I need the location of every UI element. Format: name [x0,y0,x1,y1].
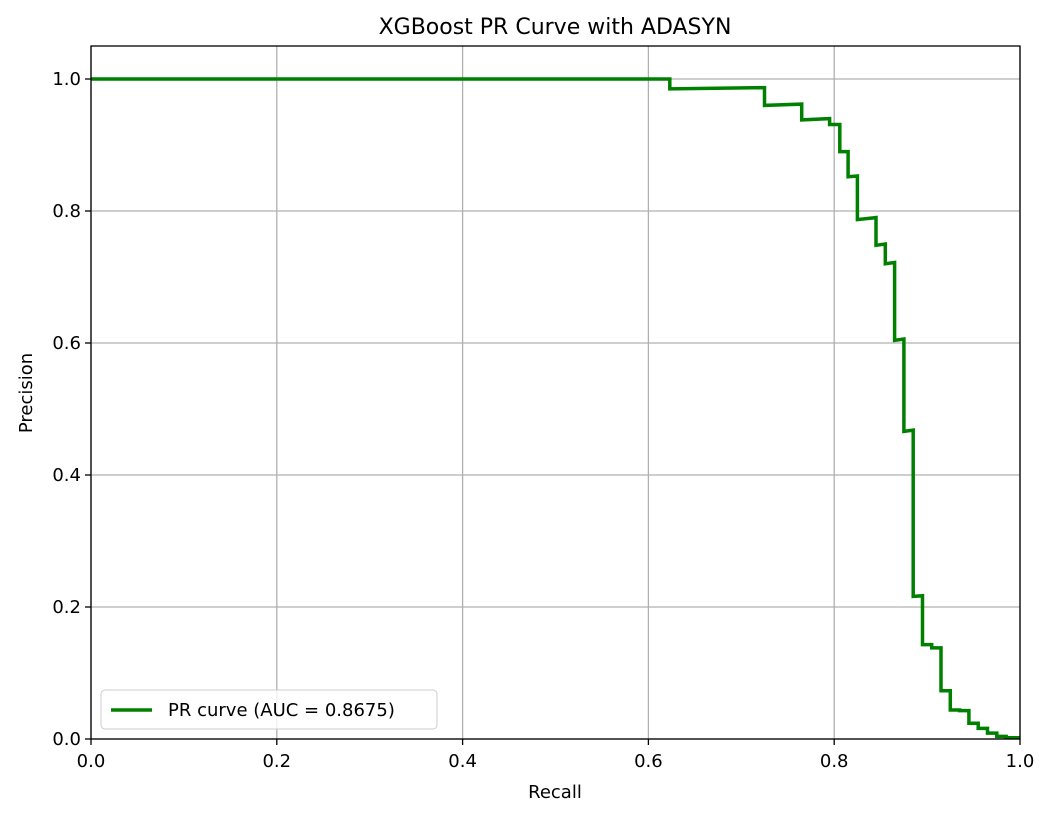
x-tick-label: 0.4 [448,751,477,772]
grid-lines [90,46,1021,740]
series-layer [91,77,1020,740]
y-tick-label: 0.8 [52,201,81,222]
chart-title: XGBoost PR Curve with ADASYN [379,15,732,40]
plot-area-frame [90,45,1021,740]
x-tick-label: 0.6 [634,751,663,772]
legend: PR curve (AUC = 0.8675) [100,689,438,730]
y-tick-label: 1.0 [52,69,81,90]
y-axis-title: Precision [16,353,37,433]
y-tick-label: 0.6 [52,333,81,354]
legend-label: PR curve (AUC = 0.8675) [168,700,395,721]
x-tick-label: 1.0 [1006,751,1035,772]
y-tick-label: 0.0 [52,729,81,750]
pr-curve-line [91,77,1020,740]
x-axis-ticks: 0.0 0.2 0.4 0.6 0.8 1.0 [77,739,1035,772]
legend-box [100,689,438,730]
y-axis-ticks: 0.0 0.2 0.4 0.6 0.8 1.0 [52,69,91,750]
x-axis-title: Recall [528,782,582,803]
x-tick-label: 0.0 [77,751,106,772]
x-tick-label: 0.8 [820,751,849,772]
y-tick-label: 0.4 [52,465,81,486]
x-tick-label: 0.2 [262,751,291,772]
y-tick-label: 0.2 [52,597,81,618]
